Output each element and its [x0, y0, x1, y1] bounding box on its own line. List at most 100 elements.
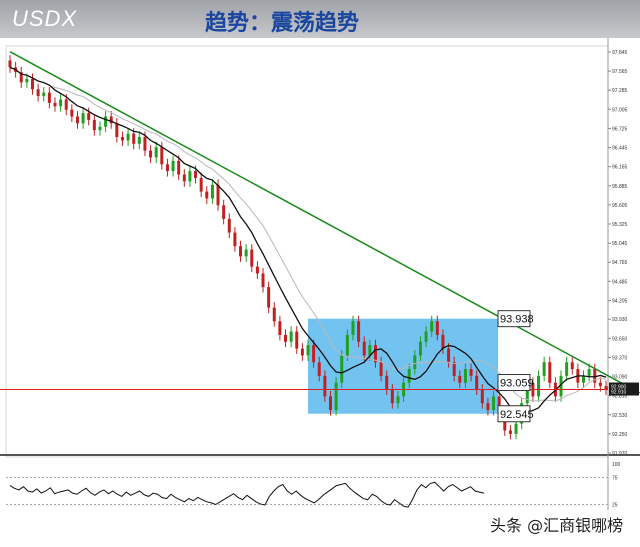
y-tick-label: 97.285: [612, 88, 628, 94]
price-label-b: 92.910: [611, 390, 627, 396]
candle-body: [160, 147, 164, 165]
candle-body: [104, 116, 108, 127]
candle-body: [407, 369, 411, 383]
candle-body: [424, 331, 428, 342]
candle-body: [182, 174, 186, 182]
y-tick-label: 97.565: [612, 69, 628, 75]
candle-body: [379, 362, 383, 376]
candle-body: [126, 133, 130, 141]
chart-title: 趋势：震荡趋势: [205, 11, 360, 36]
candle-body: [120, 136, 124, 141]
candle-body: [475, 375, 479, 390]
candle-body: [244, 249, 248, 257]
candle-body: [452, 362, 456, 376]
annotation-box: [497, 405, 531, 423]
candle-body: [171, 160, 175, 172]
annotation-box: [497, 310, 531, 328]
candle-body: [323, 375, 327, 397]
range-box: [308, 318, 498, 414]
candle-body: [149, 150, 153, 158]
y-tick-label: 95.045: [612, 241, 628, 247]
candle-body: [278, 321, 282, 335]
candle-body: [42, 92, 46, 97]
candle-body: [115, 123, 119, 137]
candle-body: [255, 266, 259, 274]
candle-body: [47, 92, 51, 103]
y-tick-label: 95.885: [612, 184, 628, 190]
candle-body: [604, 386, 608, 390]
candle-body: [469, 369, 473, 376]
candle-body: [570, 362, 574, 370]
candle-body: [390, 389, 394, 404]
candle-body: [284, 334, 288, 342]
candle-body: [210, 184, 214, 199]
candle-body: [267, 287, 271, 308]
candle-body: [19, 72, 23, 83]
candle-body: [81, 113, 85, 124]
candle-body: [188, 171, 192, 182]
candle-body: [396, 396, 400, 404]
candle-body: [385, 375, 389, 390]
candle-body: [565, 362, 569, 376]
candle-body: [272, 307, 276, 322]
candle-body: [199, 177, 203, 192]
ticker-label: USDX: [12, 6, 78, 31]
candle-body: [503, 416, 507, 431]
price-label-a: 92.900: [611, 385, 627, 391]
candle-body: [177, 160, 181, 175]
candle-body: [239, 246, 243, 257]
candle-body: [295, 331, 299, 349]
rsi-tick-label: 100: [612, 462, 621, 468]
candle-body: [430, 321, 434, 332]
candle-body: [289, 331, 293, 342]
candle-body: [70, 109, 74, 117]
trendline: [9, 50, 640, 394]
candle-body: [25, 78, 29, 83]
y-tick-label: 92.250: [612, 432, 628, 438]
candle-body: [537, 375, 541, 397]
candle-body: [413, 355, 417, 370]
candle-body: [441, 334, 445, 349]
rsi-line: [9, 481, 485, 508]
y-tick-label: 92.810: [612, 394, 628, 400]
price-chart: 97.845 97.565 97.285 97.005 96.725 96.445 96.1…: [0, 38, 640, 528]
candle-body: [216, 184, 220, 206]
y-tick-label: 91.970: [612, 451, 628, 457]
candle-body: [542, 362, 546, 376]
candle-body: [351, 321, 355, 335]
y-tick-label: 94.765: [612, 260, 628, 266]
y-tick-label: 96.725: [612, 126, 628, 132]
candle-body: [250, 249, 254, 267]
candle-body: [598, 382, 602, 387]
candle-body: [368, 345, 372, 356]
candle-body: [109, 116, 113, 124]
candle-body: [514, 423, 518, 434]
candle-body: [458, 375, 462, 383]
y-tick-label: 92.530: [612, 413, 628, 419]
y-tick-label: 96.445: [612, 146, 628, 152]
candle-body: [154, 147, 158, 158]
candle-body: [508, 430, 512, 434]
annotation-label: 93.938: [500, 314, 534, 326]
candle-body: [418, 341, 422, 356]
candle-body: [328, 396, 332, 410]
y-tick-label: 97.845: [612, 50, 628, 56]
candle-body: [435, 321, 439, 335]
y-tick-label: 94.485: [612, 279, 628, 285]
chart-header: USDX 趋势：震荡趋势: [0, 0, 640, 38]
candle-body: [53, 102, 57, 107]
candle-body: [92, 119, 96, 131]
y-tick-label: 96.165: [612, 165, 628, 171]
annotation-label: 92.545: [500, 409, 534, 421]
candle-body: [165, 164, 169, 172]
y-tick-label: 93.650: [612, 336, 628, 342]
y-tick-label: 95.325: [612, 222, 628, 228]
candle-body: [312, 345, 316, 363]
candle-body: [334, 382, 338, 410]
candle-body: [132, 133, 136, 144]
candle-body: [463, 369, 467, 383]
candle-body: [340, 355, 344, 383]
y-tick-label: 93.370: [612, 355, 628, 361]
y-tick-label: 93.090: [612, 375, 628, 381]
candle-body: [143, 136, 147, 151]
